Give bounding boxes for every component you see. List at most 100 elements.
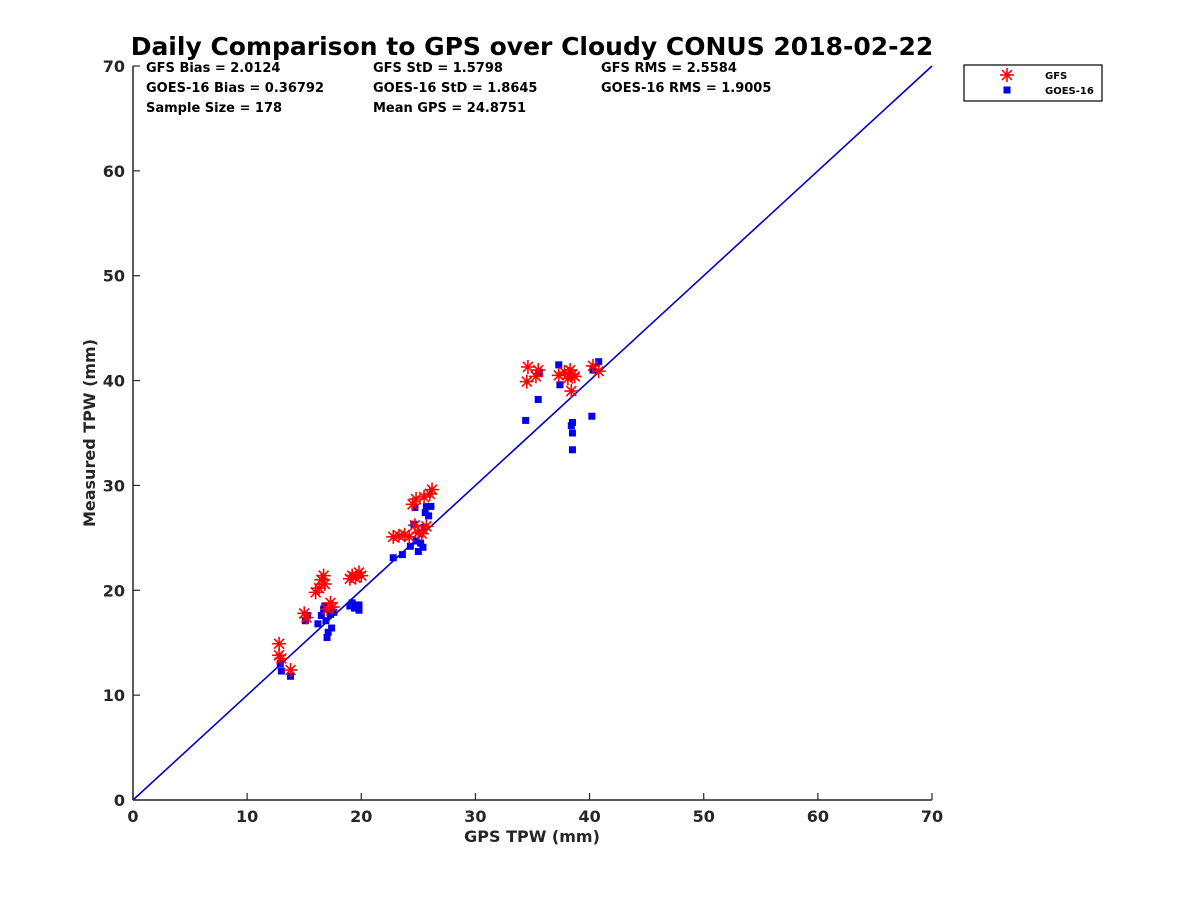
asterisk-stroke [319,578,331,590]
plot-area [132,65,933,801]
goes16-point [568,419,576,427]
goes16-point [412,537,420,545]
asterisk-stroke [273,638,285,650]
x-tick-label: 20 [350,807,372,826]
asterisk-stroke [409,519,421,531]
gfs-point [591,364,606,379]
one-to-one-line [132,65,933,801]
x-tick-label: 0 [127,807,138,826]
goes16-point [422,502,430,510]
goes16-point [419,543,427,551]
goes16-point [276,660,284,668]
x-tick-label: 60 [807,807,829,826]
goes-std-text: GOES-16 StD = 1.8645 [373,81,537,96]
asterisk-stroke [313,582,325,594]
asterisk-stroke [530,370,542,382]
x-tick-label: 10 [236,807,258,826]
goes16-point [323,633,331,641]
asterisk-stroke [300,612,313,624]
gfs-point [419,519,434,534]
goes16-point [389,554,397,562]
legend-gfs-label: GFS [1045,71,1067,82]
asterisk-stroke [399,529,411,541]
goes16-series [276,358,603,680]
asterisk-stroke [275,652,287,664]
y-tick-label: 70 [103,57,125,76]
asterisk-stroke [532,364,544,376]
goes16-point [406,542,414,550]
asterisk-stroke [522,361,534,373]
asterisk-stroke [1001,69,1013,81]
sample-size-text: Sample Size = 178 [146,101,282,116]
goes16-point [568,446,576,454]
chart-title: Daily Comparison to GPS over Cloudy CONU… [131,32,934,61]
legend-goes-square [1003,86,1011,94]
legend-box [963,64,1103,102]
gfs-point [567,369,582,384]
goes16-point [324,628,332,636]
gfs-rms-text: GFS RMS = 2.5584 [601,61,737,76]
asterisk-stroke [327,601,339,613]
gfs-point [274,651,289,666]
x-axis-label: GPS TPW (mm) [464,827,600,846]
goes16-point [328,624,336,632]
goes16-point [355,606,363,614]
gfs-point [414,526,429,541]
y-tick-label: 40 [103,372,125,391]
gfs-point [520,359,535,374]
x-tick-label: 30 [464,807,486,826]
gfs-point [312,581,327,596]
goes16-point [301,617,309,625]
gfs-std-text: GFS StD = 1.5798 [373,61,503,76]
asterisk-stroke [593,365,605,377]
goes16-point [522,416,530,424]
goes16-point [350,604,358,612]
goes16-point [555,361,563,369]
gfs-point [325,600,340,615]
asterisk-stroke [416,528,428,540]
y-tick-label: 50 [103,267,125,286]
gfs-point [317,576,332,591]
x-tick-label: 50 [693,807,715,826]
gfs-point [354,568,369,583]
legend-gfs-asterisk [1000,68,1014,82]
asterisk-stroke [565,385,577,397]
gfs-point [407,518,422,533]
gfs-point [402,529,417,544]
asterisk-stroke [324,597,336,609]
x-tick-label: 70 [921,807,943,826]
goes16-point [314,620,322,628]
goes16-point [330,608,338,616]
asterisk-stroke [420,520,432,532]
x-tick-label: 40 [578,807,600,826]
legend-gfs-marker [1000,68,1014,82]
legend-goes-marker [1003,86,1011,94]
asterisk-stroke [587,360,599,372]
asterisk-stroke [298,607,310,619]
goes16-point [355,601,363,609]
goes16-point [348,599,356,607]
goes16-point [425,512,433,520]
goes16-point [420,523,428,531]
gfs-point [564,384,579,399]
legend-goes-label: GOES-16 [1045,86,1094,97]
goes16-point [556,381,564,389]
goes-rms-text: GOES-16 RMS = 1.9005 [601,81,771,96]
asterisk-stroke [558,366,570,378]
goes16-point [317,611,325,619]
goes16-point [588,412,596,420]
gfs-point [397,527,412,542]
goes-bias-text: GOES-16 Bias = 0.36792 [146,81,324,96]
gfs-point [531,363,546,378]
goes16-point [322,617,330,625]
asterisk-stroke [410,493,422,505]
gfs-point [425,482,440,497]
y-tick-label: 20 [103,581,125,600]
goes16-point [534,395,542,403]
asterisk-stroke [403,531,415,543]
statistics-annotations: GFS Bias = 2.0124 GOES-16 Bias = 0.36792… [146,61,771,116]
goes16-point [398,551,406,559]
asterisk-stroke [355,570,367,582]
asterisk-stroke [521,376,533,388]
